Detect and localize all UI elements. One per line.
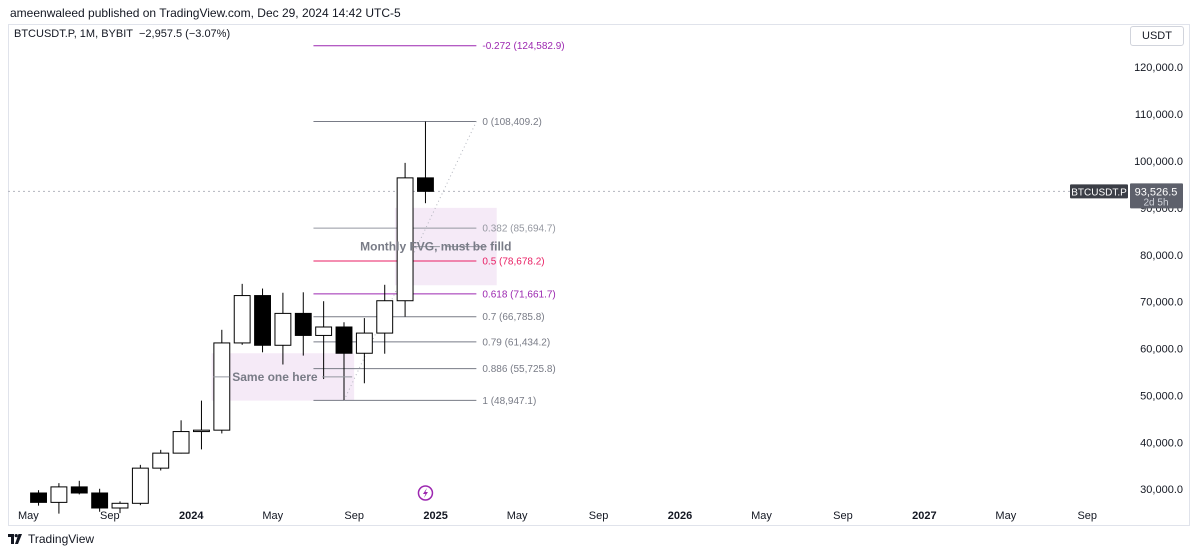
footer: TradingView (8, 532, 94, 546)
x-tick-label: Sep (1077, 510, 1097, 522)
symbol-price-tag (1070, 184, 1128, 199)
x-tick-label: Sep (833, 510, 853, 522)
lightning-bolt-icon (422, 488, 428, 498)
x-tick-label: 2024 (179, 510, 204, 522)
candle-body (131, 467, 149, 504)
y-tick-label: 110,000.0 (1135, 109, 1183, 121)
candle-body (30, 492, 47, 503)
y-tick-label: 80,000.0 (1140, 250, 1183, 262)
x-tick-label: May (507, 510, 528, 522)
fib-level-label: 0 (108,409.2) (482, 117, 542, 128)
x-tick-label: May (262, 510, 283, 522)
x-tick-label: 2027 (912, 510, 936, 522)
publisher-bar: ameenwaleed published on TradingView.com… (0, 0, 1200, 24)
symbol-price-tag-label: BTCUSDT.P (1071, 187, 1127, 198)
currency-button[interactable]: USDT (1130, 26, 1184, 46)
candle-body (254, 295, 271, 346)
candle-body (193, 429, 210, 433)
y-tick-label: 70,000.0 (1140, 297, 1183, 309)
fib-level-label: 1 (48,947.1) (482, 396, 536, 407)
y-tick-label: 30,000.0 (1140, 484, 1183, 496)
candle-body (233, 295, 251, 344)
fib-level-label: 0.382 (85,694.7) (482, 224, 555, 235)
candle-body (417, 177, 434, 192)
chart-frame (8, 24, 1190, 526)
fib-level-label: 0.886 (55,725.8) (482, 364, 555, 375)
footer-brand: TradingView (28, 532, 95, 546)
x-tick-label: May (18, 510, 39, 522)
fib-level-label: -0.272 (124,582.9) (482, 41, 564, 52)
candle-body (213, 342, 231, 431)
symbol-label: BTCUSDT.P, 1M, BYBIT (14, 28, 133, 40)
last-price-tag (1130, 183, 1183, 209)
fib-level-label: 0.7 (66,785.8) (482, 312, 544, 323)
last-price-value: 93,526.5 (1135, 186, 1178, 198)
y-tick-label: 40,000.0 (1140, 437, 1183, 449)
candle-body (335, 326, 353, 354)
candle-body (355, 332, 373, 354)
y-tick-label: 100,000.0 (1134, 156, 1183, 168)
last-price-countdown: 2d 5h (1143, 197, 1168, 208)
candle-body (396, 177, 414, 302)
symbol-bar: BTCUSDT.P, 1M, BYBIT −2,957.5 (−3.07%) (14, 28, 230, 40)
fib-level-label: 0.618 (71,661.7) (482, 289, 555, 300)
fib-level-label: 0.79 (61,434.2) (482, 337, 550, 348)
fib-level-label: 0.5 (78,678.2) (482, 256, 544, 267)
candle-body (91, 492, 109, 509)
x-tick-label: May (995, 510, 1016, 522)
x-tick-label: Sep (344, 510, 364, 522)
candle-body (172, 431, 190, 454)
candle-body (50, 486, 68, 503)
x-tick-label: 2025 (423, 510, 447, 522)
x-tick-label: May (751, 510, 772, 522)
y-tick-label: 50,000.0 (1140, 390, 1183, 402)
y-tick-label: 60,000.0 (1140, 344, 1183, 356)
candle-body (152, 452, 170, 469)
x-tick-label: 2026 (668, 510, 692, 522)
candle-body (376, 300, 394, 334)
zone-label: Same one here (232, 370, 318, 384)
candle-body (274, 312, 292, 346)
candle-body (315, 326, 333, 336)
price-change: −2,957.5 (−3.07%) (139, 28, 231, 40)
y-tick-label: 120,000.0 (1134, 62, 1183, 74)
tradingview-logo-icon (8, 534, 22, 544)
candle-body (111, 502, 129, 509)
zone-label: Monthly FVG, must be filld (360, 240, 511, 254)
publisher-line: ameenwaleed published on TradingView.com… (10, 6, 401, 20)
x-tick-label: Sep (100, 510, 120, 522)
candle-body (70, 486, 88, 494)
x-tick-label: Sep (589, 510, 609, 522)
candle-body (294, 312, 312, 336)
